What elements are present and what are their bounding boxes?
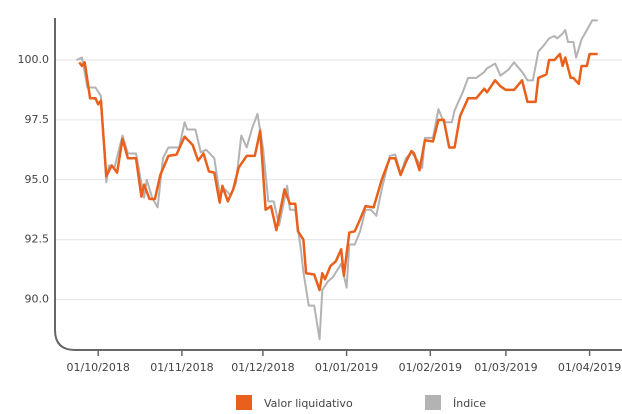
legend-label: Índice — [453, 397, 486, 410]
axis-frame — [54, 18, 622, 351]
x-tick-label: 01/03/2019 — [474, 361, 537, 374]
x-tick-label: 01/01/2019 — [315, 361, 378, 374]
y-tick-label: 97.5 — [25, 113, 50, 126]
x-tick-label: 01/02/2019 — [399, 361, 462, 374]
y-tick-label: 95.0 — [25, 173, 50, 186]
x-tick-label: 01/04/2019 — [558, 361, 621, 374]
series-line — [78, 52, 598, 292]
y-tick-label: 100.0 — [18, 53, 50, 66]
series-line — [76, 19, 598, 341]
x-tick-label: 01/10/2018 — [66, 361, 129, 374]
legend-swatch — [236, 395, 252, 410]
y-tick-label: 90.0 — [25, 293, 50, 306]
x-tick-label: 01/11/2018 — [150, 361, 213, 374]
y-tick-label: 92.5 — [25, 233, 50, 246]
legend-label: Valor liquidativo — [264, 397, 353, 410]
legend-swatch — [425, 395, 441, 410]
x-tick-label: 01/12/2018 — [231, 361, 294, 374]
